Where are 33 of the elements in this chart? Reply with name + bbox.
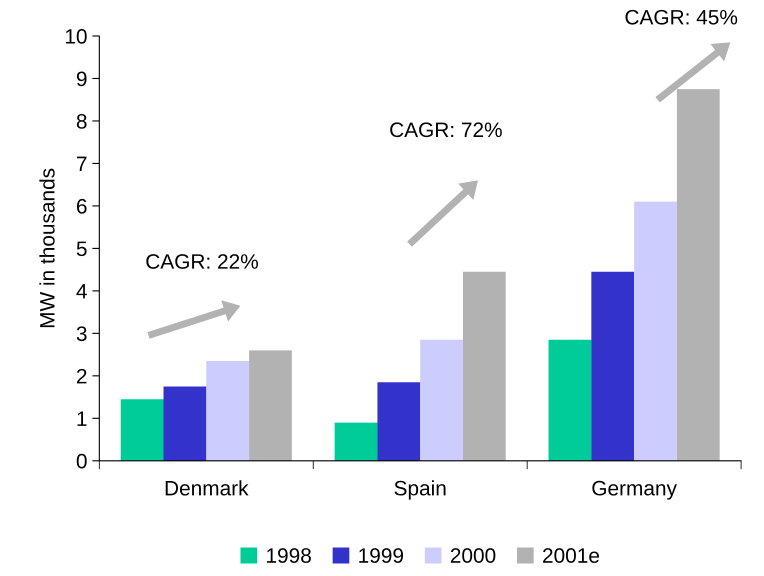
y-tick-label: 1 — [78, 412, 86, 426]
bar — [591, 272, 634, 461]
annotation: CAGR: 72% — [390, 122, 502, 138]
legend-label: 1999 — [359, 548, 404, 563]
bar — [163, 386, 206, 461]
y-tick-label: 6 — [76, 198, 87, 214]
text: CAGR: 45% — [626, 10, 738, 25]
bar — [462, 272, 506, 461]
y-tick-label: 0 — [76, 454, 87, 469]
y-tick-label: 3 — [76, 326, 87, 342]
legend-label: 2001e — [543, 548, 600, 563]
y-tick-label: 7 — [76, 156, 86, 171]
y-tick-label: 10 — [66, 29, 87, 44]
bar — [334, 422, 378, 461]
y-tick-label: 5 — [76, 242, 87, 256]
y-tick-label: 9 — [76, 71, 87, 86]
y-axis-title: MW in thousands — [39, 168, 55, 328]
annotation: CAGR: 22% — [146, 254, 258, 269]
x-tick-label: Spain — [394, 480, 446, 500]
bar — [420, 340, 463, 461]
bar — [377, 382, 420, 461]
bar — [120, 399, 164, 461]
x-tick-label: Germany — [592, 480, 677, 500]
bar — [249, 350, 292, 461]
legend-label: 2000 — [450, 548, 496, 563]
bar — [634, 202, 677, 461]
y-tick-label: 2 — [76, 368, 86, 384]
bar — [548, 340, 592, 461]
bar — [206, 360, 250, 461]
y-tick-label: 8 — [76, 114, 87, 129]
legend-label: 1998 — [267, 548, 311, 563]
x-tick-label: Denmark — [166, 480, 249, 496]
y-tick-label: 4 — [76, 284, 87, 298]
